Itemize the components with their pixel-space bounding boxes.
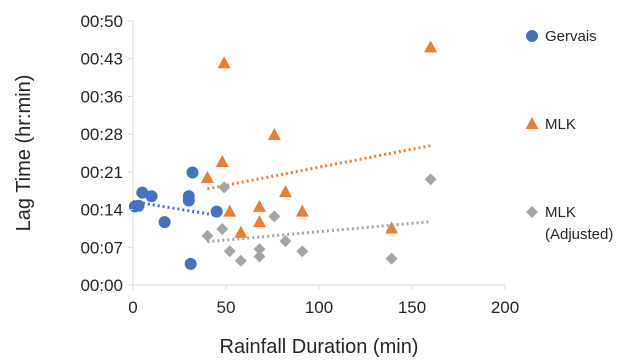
data-point [252,215,266,228]
trendline [207,144,431,191]
legend: Gervais MLK MLK (Adjusted) [525,28,613,243]
data-point [253,250,266,263]
data-point [279,185,293,198]
x-axis-title: Rainfall Duration (min) [220,336,419,358]
data-point [186,166,199,179]
data-point [424,40,438,53]
data-point [234,254,247,267]
plot-area [128,21,505,286]
legend-marker [526,206,538,218]
legend-label: MLK [545,116,576,133]
legend-label: MLK (Adjusted) [545,204,613,243]
legend-marker [526,30,538,42]
data-point [210,205,223,218]
data-point [296,245,309,258]
data-point [385,252,398,265]
y-axis-ticks: 00:00 00:07 00:14 00:21 00:28 00:36 00:43 00:50 [80,12,133,295]
data-point [217,56,231,69]
data-point [252,199,266,212]
y-tick-label: 00:43 [80,50,123,69]
data-point [184,257,197,270]
data-point [201,229,214,242]
y-tick-label: 00:28 [80,125,123,144]
data-point [218,181,231,194]
data-point [253,243,266,256]
data-point [145,190,158,203]
x-tick-label: 200 [491,298,519,317]
data-point [267,128,281,141]
data-point [182,194,195,207]
y-axis-title: Lag Time (hr:min) [13,75,35,232]
data-point [200,170,214,183]
x-axis-ticks: 0 50 100 150 200 [128,285,519,317]
data-point [223,204,237,217]
legend-label: Gervais [545,28,597,45]
x-tick-label: 0 [128,298,137,317]
y-tick-label: 00:50 [80,12,123,31]
data-point [295,204,309,217]
data-point [132,199,145,212]
data-point [216,223,229,236]
data-point [136,186,149,199]
y-tick-label: 00:07 [80,238,123,257]
data-point [424,173,437,186]
data-point [279,235,292,248]
y-tick-label: 00:36 [80,87,123,106]
data-point [385,221,399,234]
data-point [158,216,171,229]
data-point [234,225,248,238]
x-tick-label: 50 [217,298,236,317]
x-tick-label: 100 [305,298,333,317]
y-tick-label: 00:00 [80,276,123,295]
data-point [268,210,281,223]
y-tick-label: 00:14 [80,201,123,220]
legend-marker [525,117,539,129]
y-tick-label: 00:21 [80,163,123,182]
markers [128,40,438,270]
data-point [215,154,229,167]
data-point [223,245,236,258]
x-tick-label: 150 [398,298,426,317]
trendline [132,200,217,217]
